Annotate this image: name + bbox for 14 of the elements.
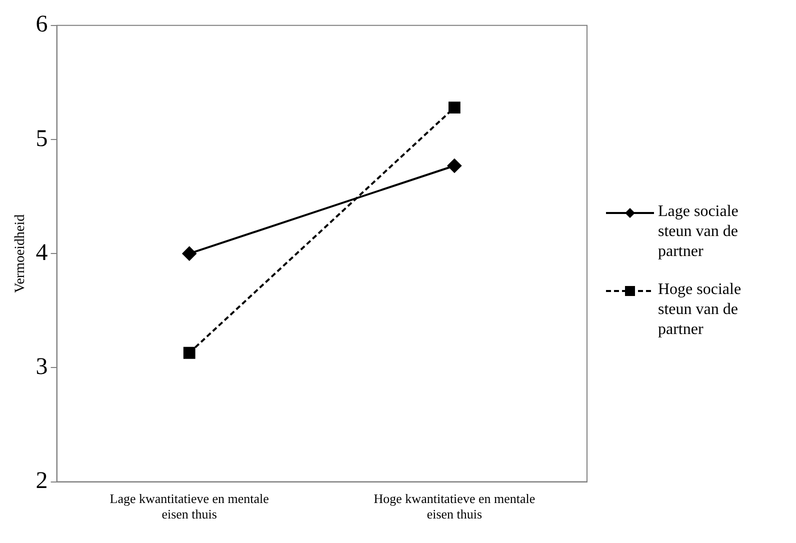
point: [182, 246, 196, 261]
y-tick-label: 2: [36, 468, 48, 494]
point: [448, 102, 460, 114]
y-axis-title: Vermoeidheid: [13, 214, 28, 293]
x-tick-label: Lage kwantitatieve en mentale eisen thuis: [110, 491, 270, 522]
legend-label: Lage sociale steun van de partner: [658, 202, 740, 262]
point: [183, 346, 196, 359]
legend-label: Hoge sociale steun van de partner: [658, 280, 742, 340]
y-tick-label: 5: [36, 126, 48, 152]
x-tick-label: Hoge kwantitatieve en mentale eisen thuis: [374, 491, 536, 522]
y-tick-label: 6: [36, 12, 48, 38]
y-tick-label: 3: [36, 354, 48, 380]
point: [447, 158, 462, 173]
y-tick-label: 4: [36, 240, 48, 266]
